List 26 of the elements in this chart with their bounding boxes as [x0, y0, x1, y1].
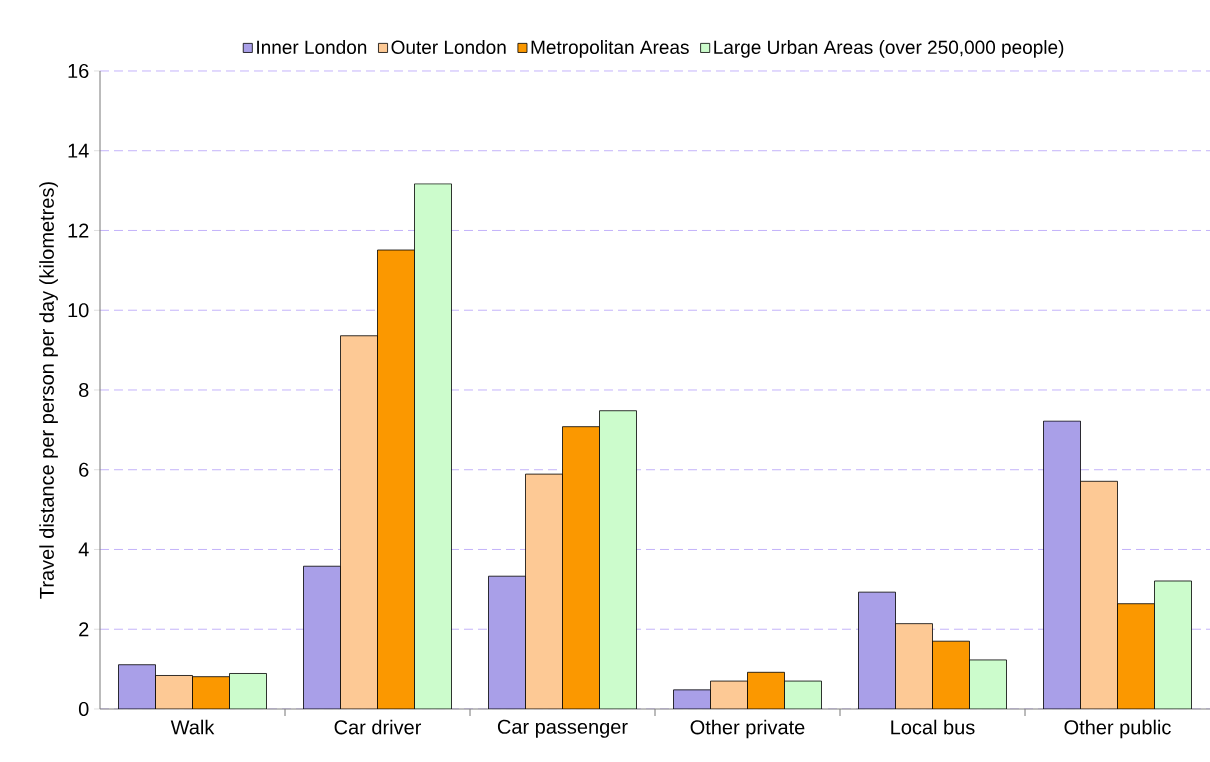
bar [155, 675, 193, 709]
legend-label: Metropolitan Areas [531, 40, 689, 58]
x-tick-label: Local bus [891, 719, 975, 735]
x-tick-label: Other private [690, 719, 805, 739]
bar [340, 335, 378, 709]
y-axis-title: Travel distance per person per day (kilometres) [39, 182, 58, 599]
x-tick-label: Car passenger [497, 719, 628, 738]
bar [1080, 480, 1118, 709]
y-tick-label: 0 [78, 701, 89, 717]
bar [895, 623, 933, 709]
y-tick-label: 4 [78, 542, 89, 557]
x-tick-label: Other public [1064, 719, 1171, 739]
y-tick-label: 8 [79, 382, 89, 398]
y-tick-label: 10 [68, 303, 89, 318]
y-tick-label: 6 [79, 462, 89, 477]
y-tick-label: 14 [68, 143, 89, 158]
legend-label: Outer London [391, 40, 506, 54]
bar [710, 680, 748, 709]
x-tick-label: Walk [170, 719, 215, 735]
y-tick-label: 2 [79, 622, 89, 637]
x-tick-label: Car driver [334, 719, 422, 735]
bar [525, 473, 563, 709]
y-tick-label: 12 [68, 223, 89, 238]
y-tick-label: 16 [68, 63, 89, 79]
legend-label: Inner London [257, 40, 367, 54]
legend-label: Large Urban Areas (over 250,000 people) [714, 40, 1064, 58]
